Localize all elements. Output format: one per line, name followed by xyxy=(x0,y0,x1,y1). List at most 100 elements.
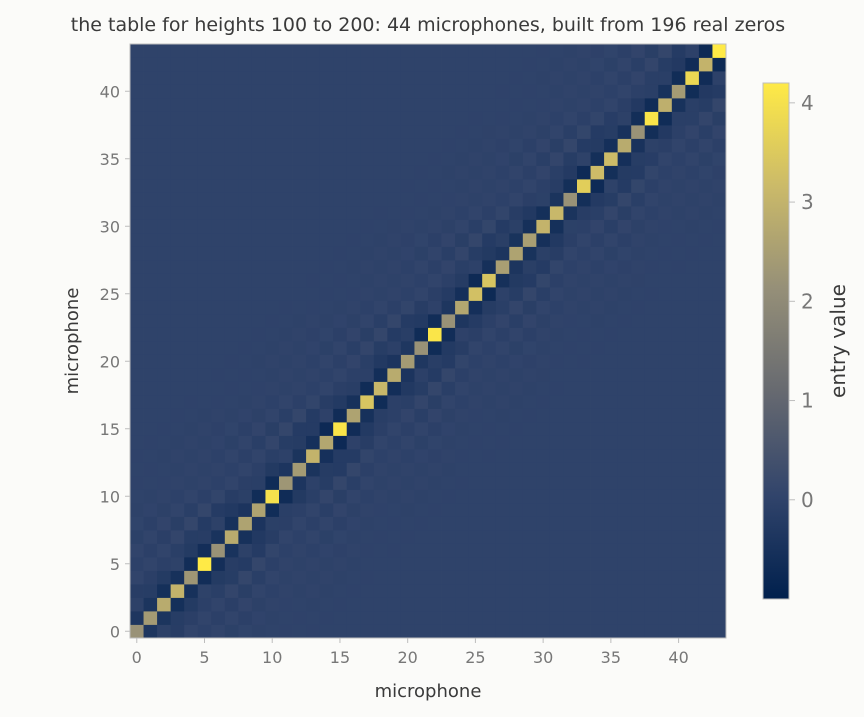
heatmap-cell xyxy=(333,395,348,409)
heatmap-cell xyxy=(211,192,226,207)
heatmap-cell xyxy=(360,543,375,558)
heatmap-cell xyxy=(279,368,293,382)
heatmap-cell xyxy=(428,476,442,490)
heatmap-cell xyxy=(346,84,361,99)
heatmap-cell xyxy=(184,449,199,463)
heatmap-cell xyxy=(400,219,415,234)
heatmap-cell xyxy=(495,584,510,598)
heatmap-cell xyxy=(400,273,415,288)
heatmap-cell xyxy=(414,44,429,58)
heatmap-cell xyxy=(157,611,172,625)
heatmap-cell xyxy=(265,354,280,369)
heatmap-cell xyxy=(509,44,524,58)
heatmap-cell xyxy=(698,570,713,585)
heatmap-cell xyxy=(522,219,537,234)
heatmap-cell xyxy=(509,624,524,639)
heatmap-cell xyxy=(658,273,673,288)
heatmap-cell xyxy=(251,543,266,558)
heatmap-cell xyxy=(251,138,266,153)
heatmap-cell xyxy=(549,341,564,355)
heatmap-cell xyxy=(671,530,686,544)
heatmap-cell xyxy=(346,44,361,58)
heatmap-cell xyxy=(292,489,307,504)
heatmap-cell xyxy=(617,327,632,342)
heatmap-cell xyxy=(170,395,185,409)
heatmap-cell xyxy=(509,84,524,99)
heatmap-cell xyxy=(211,368,226,382)
heatmap-cell xyxy=(170,125,185,139)
heatmap-cell xyxy=(265,57,280,72)
heatmap-cell xyxy=(414,368,429,382)
heatmap-cell xyxy=(590,557,605,571)
heatmap-cell xyxy=(373,368,388,382)
heatmap-cell xyxy=(590,300,605,315)
heatmap-cell xyxy=(292,516,307,531)
heatmap-cell xyxy=(577,192,591,207)
heatmap-cell xyxy=(509,300,524,315)
heatmap-cell xyxy=(671,219,686,234)
heatmap-cell xyxy=(698,57,713,72)
heatmap-cell xyxy=(617,408,632,423)
heatmap-cell xyxy=(400,192,415,207)
heatmap-cell xyxy=(685,125,700,139)
heatmap-cell xyxy=(522,138,537,153)
heatmap-cell xyxy=(563,408,578,423)
heatmap-cell xyxy=(685,395,700,409)
heatmap-cell xyxy=(373,84,388,99)
heatmap-cell xyxy=(604,435,619,450)
heatmap-cell xyxy=(360,246,375,261)
heatmap-cell xyxy=(685,57,700,72)
heatmap-cell xyxy=(400,260,415,274)
heatmap-cell xyxy=(306,57,321,72)
heatmap-cell xyxy=(455,111,470,126)
heatmap-cell xyxy=(658,206,673,220)
heatmap-cell xyxy=(265,395,280,409)
heatmap-cell xyxy=(197,125,212,139)
heatmap-cell xyxy=(536,395,551,409)
heatmap-cell xyxy=(170,422,185,436)
heatmap-cell xyxy=(414,57,429,72)
heatmap-cell xyxy=(644,449,659,463)
heatmap-cell xyxy=(698,597,713,612)
heatmap-cell xyxy=(712,530,727,544)
heatmap-cell xyxy=(509,503,524,517)
heatmap-cell xyxy=(671,584,686,598)
heatmap-cell xyxy=(400,422,415,436)
heatmap-cell xyxy=(644,125,659,139)
heatmap-cell xyxy=(671,462,686,477)
heatmap-cell xyxy=(387,57,402,72)
heatmap-cell xyxy=(644,84,659,99)
heatmap-cell xyxy=(441,597,456,612)
heatmap-cell xyxy=(468,543,483,558)
heatmap-cell xyxy=(279,206,293,220)
heatmap-cell xyxy=(373,597,388,612)
heatmap-cell xyxy=(265,449,280,463)
heatmap-cell xyxy=(536,98,551,112)
heatmap-cell xyxy=(333,98,348,112)
heatmap-cell xyxy=(428,543,442,558)
heatmap-cell xyxy=(509,57,524,72)
heatmap-cell xyxy=(373,422,388,436)
heatmap-cell xyxy=(549,111,564,126)
heatmap-cell xyxy=(712,152,727,166)
heatmap-cell xyxy=(360,260,375,274)
heatmap-cell xyxy=(360,192,375,207)
heatmap-cell xyxy=(658,597,673,612)
heatmap-cell xyxy=(441,273,456,288)
heatmap-cell xyxy=(495,57,510,72)
heatmap-cell xyxy=(130,462,144,477)
heatmap-cell xyxy=(265,557,280,571)
heatmap-cell xyxy=(563,570,578,585)
heatmap-cell xyxy=(346,111,361,126)
heatmap-cell xyxy=(658,570,673,585)
heatmap-cell xyxy=(387,624,402,639)
heatmap-cell xyxy=(685,584,700,598)
heatmap-cell xyxy=(157,327,172,342)
heatmap-cell xyxy=(414,111,429,126)
heatmap-cell xyxy=(428,287,442,301)
heatmap-cell xyxy=(658,557,673,571)
heatmap-cell xyxy=(441,422,456,436)
heatmap-cell xyxy=(482,354,497,369)
heatmap-cell xyxy=(495,287,510,301)
heatmap-cell xyxy=(604,381,619,396)
